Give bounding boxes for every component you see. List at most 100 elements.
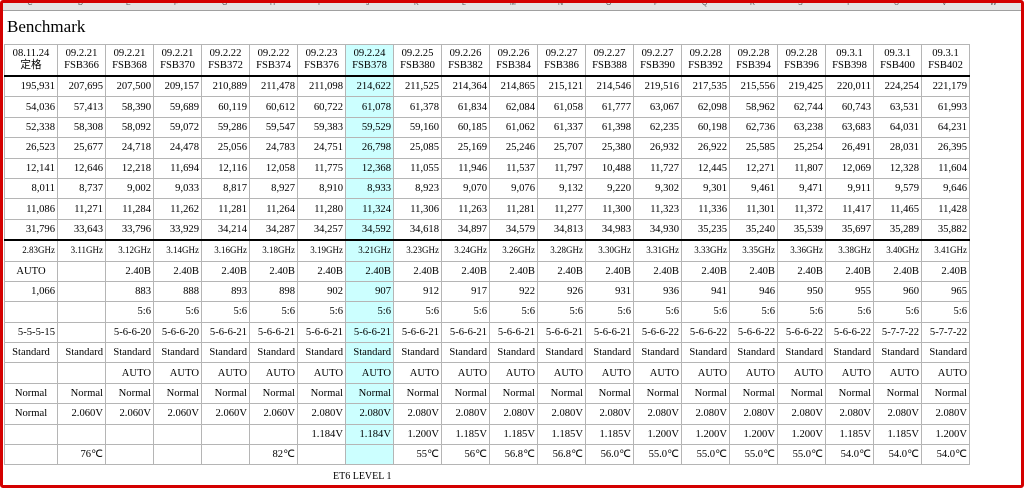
table-cell[interactable] (57, 321, 106, 344)
table-cell[interactable]: 214,364 (441, 75, 490, 98)
table-cell[interactable]: 2.40B (489, 260, 538, 282)
table-cell[interactable]: 955 (825, 280, 874, 303)
table-cell[interactable]: 11,946 (441, 157, 490, 179)
table-cell[interactable]: 5-6-6-21 (537, 321, 586, 344)
table-cell[interactable]: 2.060V (249, 403, 298, 425)
table-cell[interactable]: 76℃ (57, 444, 106, 466)
table-cell[interactable]: 1.200V (921, 423, 970, 446)
table-cell[interactable]: Normal (777, 382, 826, 405)
table-cell[interactable]: 56℃ (441, 444, 490, 466)
table-cell[interactable]: Normal (633, 382, 682, 405)
table-cell[interactable]: AUTO (729, 362, 778, 384)
table-cell[interactable]: 207,695 (57, 75, 106, 98)
table-cell[interactable]: 3.36GHz (777, 239, 826, 262)
table-cell[interactable] (105, 423, 154, 446)
table-cell[interactable]: 12,058 (249, 157, 298, 179)
table-cell[interactable]: 11,807 (777, 157, 826, 179)
table-cell[interactable]: AUTO (825, 362, 874, 384)
table-cell[interactable]: 2.40B (633, 260, 682, 282)
table-cell[interactable]: 12,328 (873, 157, 922, 179)
table-cell[interactable]: 5-6-6-22 (633, 321, 682, 344)
column-letter[interactable]: W (990, 0, 997, 7)
table-cell[interactable]: 5-6-6-21 (345, 321, 394, 344)
table-cell[interactable]: 5:6 (777, 301, 826, 323)
table-cell[interactable]: 9,302 (633, 177, 682, 200)
table-cell[interactable]: 922 (489, 280, 538, 303)
table-cell[interactable]: 3.14GHz (153, 239, 202, 262)
table-cell[interactable]: AUTO (345, 362, 394, 384)
table-cell[interactable]: 2.080V (393, 403, 442, 425)
table-cell[interactable]: Normal (249, 382, 298, 405)
table-cell[interactable]: 5-7-7-22 (921, 321, 970, 344)
table-cell[interactable]: 33,643 (57, 218, 106, 241)
table-cell[interactable]: 62,736 (729, 116, 778, 139)
table-cell[interactable]: 9,220 (585, 177, 634, 200)
table-cell[interactable]: 61,378 (393, 96, 442, 118)
table-cell[interactable]: 214,865 (489, 75, 538, 98)
table-cell[interactable]: 893 (201, 280, 250, 303)
table-cell[interactable]: 3.31GHz (633, 239, 682, 262)
table-cell[interactable]: Standard (585, 342, 634, 364)
table-cell[interactable]: 3.40GHz (873, 239, 922, 262)
header-cell[interactable]: 08.11.24 定格 (4, 44, 58, 77)
table-cell[interactable]: 5-6-6-22 (729, 321, 778, 344)
table-cell[interactable]: 1.200V (633, 423, 682, 446)
table-cell[interactable]: 2.40B (153, 260, 202, 282)
table-cell[interactable] (57, 423, 106, 446)
table-cell[interactable] (4, 423, 58, 446)
table-cell[interactable]: 2.060V (105, 403, 154, 425)
table-cell[interactable]: 56.8℃ (489, 444, 538, 466)
table-cell[interactable]: 59,547 (249, 116, 298, 139)
table-cell[interactable]: 58,390 (105, 96, 154, 118)
table-cell[interactable]: 9,461 (729, 177, 778, 200)
table-cell[interactable]: Normal (921, 382, 970, 405)
table-cell[interactable]: 3.28GHz (537, 239, 586, 262)
table-cell[interactable]: 2.40B (729, 260, 778, 282)
table-cell[interactable]: 5:6 (441, 301, 490, 323)
table-cell[interactable]: 1.184V (297, 423, 346, 446)
table-cell[interactable]: 55.0℃ (729, 444, 778, 466)
table-cell[interactable]: Standard (489, 342, 538, 364)
table-cell[interactable]: 11,336 (681, 198, 730, 220)
column-letter[interactable]: E (126, 0, 131, 7)
column-letter[interactable]: T (846, 0, 851, 7)
table-cell[interactable]: Standard (297, 342, 346, 364)
table-cell[interactable]: 11,428 (921, 198, 970, 220)
table-cell[interactable]: 2.080V (777, 403, 826, 425)
table-cell[interactable]: 25,056 (201, 137, 250, 159)
table-cell[interactable]: 5-5-5-15 (4, 321, 58, 344)
table-cell[interactable]: 26,798 (345, 137, 394, 159)
table-cell[interactable]: 25,585 (729, 137, 778, 159)
table-cell[interactable]: 26,922 (681, 137, 730, 159)
table-cell[interactable]: 60,185 (441, 116, 490, 139)
table-cell[interactable]: 2.080V (873, 403, 922, 425)
table-cell[interactable]: Normal (489, 382, 538, 405)
table-cell[interactable]: 1.185V (585, 423, 634, 446)
table-cell[interactable]: 35,882 (921, 218, 970, 241)
table-cell[interactable]: 2.080V (489, 403, 538, 425)
table-cell[interactable]: 55℃ (393, 444, 442, 466)
table-cell[interactable]: 907 (345, 280, 394, 303)
table-cell[interactable]: 5-6-6-20 (153, 321, 202, 344)
table-cell[interactable]: AUTO (489, 362, 538, 384)
table-cell[interactable]: 8,817 (201, 177, 250, 200)
header-cell[interactable]: 09.2.24 FSB378 (345, 44, 394, 77)
column-letter[interactable]: V (942, 0, 947, 7)
table-cell[interactable]: 59,383 (297, 116, 346, 139)
table-cell[interactable]: 3.38GHz (825, 239, 874, 262)
table-cell[interactable]: 9,646 (921, 177, 970, 200)
table-cell[interactable]: 1.200V (681, 423, 730, 446)
column-header-bar[interactable]: C D E F G H I J K L M N O P Q R S T U V W (3, 3, 1021, 11)
table-cell[interactable]: 26,523 (4, 137, 58, 159)
table-cell[interactable]: 5:6 (825, 301, 874, 323)
table-cell[interactable]: 34,930 (633, 218, 682, 241)
table-cell[interactable]: 2.40B (777, 260, 826, 282)
table-cell[interactable]: 12,445 (681, 157, 730, 179)
table-cell[interactable]: 12,646 (57, 157, 106, 179)
table-cell[interactable]: 11,281 (489, 198, 538, 220)
table-cell[interactable]: 35,289 (873, 218, 922, 241)
table-cell[interactable]: 3.23GHz (393, 239, 442, 262)
table-cell[interactable]: Normal (105, 382, 154, 405)
table-cell[interactable]: Normal (585, 382, 634, 405)
table-cell[interactable]: 2.060V (57, 403, 106, 425)
